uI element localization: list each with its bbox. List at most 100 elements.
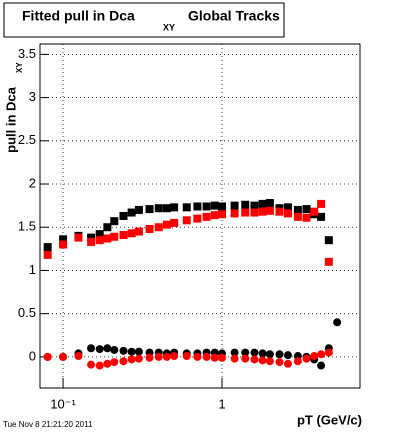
square-marker [230,209,239,218]
circle-marker [333,318,342,327]
circle-marker [218,353,227,362]
plot-frame [39,43,361,389]
square-marker [241,200,250,209]
square-marker [324,257,333,266]
square-marker [110,232,119,241]
y-label-group: pull in Dca XY [3,62,24,153]
square-marker [103,223,112,232]
circle-marker [170,352,179,361]
circle-marker [110,345,119,354]
circle-marker [119,346,128,355]
circle-marker [95,345,104,354]
square-marker [283,209,292,218]
y-tick-label: 2.5 [18,132,36,147]
circle-marker [317,350,326,359]
circle-marker [103,359,112,368]
square-marker [170,218,179,227]
square-marker [250,201,259,210]
square-marker [250,208,259,217]
circle-marker [193,352,202,361]
y-tick-label: 0.5 [18,305,36,320]
circle-marker [110,358,119,367]
circle-marker [210,353,219,362]
square-marker [275,207,284,216]
square-marker [170,203,179,212]
y-label-subscript: XY [15,62,24,73]
x-tick-label: 1 [218,396,225,411]
y-axis-label: pull in Dca [3,86,18,153]
square-marker [293,205,302,214]
square-marker [193,214,202,223]
circle-marker [265,350,274,359]
square-marker [302,205,311,214]
circle-marker [310,352,319,361]
circle-marker [241,354,250,363]
circle-marker [127,355,136,364]
square-marker [218,210,227,219]
circle-marker [241,348,250,357]
circle-marker [87,344,96,353]
circle-marker [293,357,302,366]
circle-marker [59,352,68,361]
square-marker [119,231,128,240]
square-marker [87,237,96,246]
square-marker [103,234,112,243]
circle-marker [43,352,52,361]
square-marker [127,229,136,238]
square-marker [43,243,52,252]
square-marker [182,216,191,225]
square-marker [59,235,68,244]
square-marker [154,223,163,232]
circle-marker [182,352,191,361]
title-subscript: XY [163,22,175,32]
square-marker [145,205,154,214]
circle-marker [250,348,259,357]
square-marker [265,199,274,208]
circle-marker [324,348,333,357]
square-marker [43,250,52,259]
y-tick-label: 0 [29,348,36,363]
circle-marker [283,359,292,368]
title-box [3,2,285,38]
circle-marker [275,350,284,359]
x-axis-label: pT (GeV/c) [297,412,362,427]
square-marker [210,201,219,210]
y-tick-label: 1 [29,262,36,277]
circle-marker [103,344,112,353]
y-tick-label: 3 [29,89,36,104]
square-marker [145,224,154,233]
circle-marker [265,357,274,366]
circle-marker [74,352,83,361]
square-marker [182,203,191,212]
square-marker [317,199,326,208]
square-marker [134,227,143,236]
square-marker [218,202,227,211]
square-marker [258,207,267,216]
circle-marker [202,352,211,361]
circle-marker [119,357,128,366]
square-marker [241,208,250,217]
square-marker [310,207,319,216]
y-tick-label: 3.5 [18,46,36,61]
circle-marker [258,356,267,365]
title-tail: Global Tracks [188,8,280,24]
square-marker [74,233,83,242]
circle-marker [145,353,154,362]
x-tick-label: 10⁻¹ [50,396,76,411]
circle-marker [302,354,311,363]
circle-marker [127,347,136,356]
square-marker [302,213,311,222]
square-marker [59,240,68,249]
square-marker [193,202,202,211]
square-marker [202,212,211,221]
circle-marker [230,354,239,363]
chart-title: Fitted pull in Dca [22,8,135,24]
square-marker [283,203,292,212]
square-marker [324,236,333,245]
y-tick-label: 2 [29,175,36,190]
circle-marker [134,347,143,356]
circle-marker [87,360,96,369]
square-marker [162,204,171,213]
square-marker [265,206,274,215]
